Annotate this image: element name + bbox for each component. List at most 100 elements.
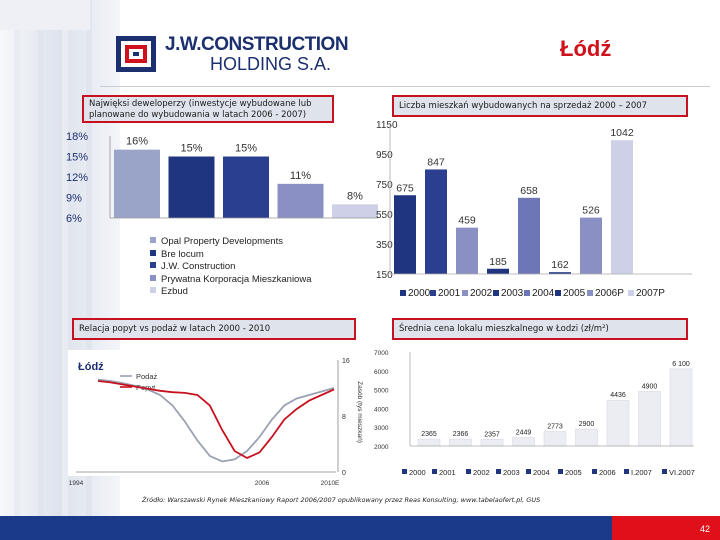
bar-2: [223, 156, 269, 218]
legend-swatch: [150, 274, 156, 281]
legend-label: VI.2007: [669, 468, 695, 477]
bar-0: [417, 438, 441, 447]
legend-label: 2007P: [636, 288, 665, 299]
section-title-units-built: Liczba mieszkań wybudowanych na sprzedaż…: [392, 95, 688, 117]
legend-label: 2005: [563, 288, 586, 299]
x-tick-label: 2006: [255, 480, 270, 487]
x-tick-label: 1994: [69, 480, 84, 487]
section-title-supply-demand: Relacja popyt vs podaż w latach 2000 - 2…: [72, 318, 356, 340]
y-tick-label: 8: [342, 414, 346, 421]
series-line-popyt: [97, 380, 335, 460]
bar-value-label: 185: [489, 256, 507, 268]
bar-6: [580, 217, 602, 274]
bar-value-label: 15%: [180, 143, 202, 155]
y-tick-label: 150: [376, 270, 393, 281]
legend-label: 2004: [532, 288, 555, 299]
legend-swatch: [462, 290, 468, 296]
bar-value-label: 2357: [484, 431, 500, 438]
legend-swatch: [400, 290, 406, 296]
source-note: Źródło: Warszawski Rynek Mieszkaniowy Ra…: [142, 496, 541, 504]
legend-item: Prywatna Korporacja Mieszkaniowa: [150, 274, 311, 285]
y-tick-label: 9%: [66, 193, 82, 205]
legend-swatch: [150, 249, 156, 256]
inner-title: Łódź: [78, 361, 104, 373]
y-tick-label: 2000: [374, 444, 389, 451]
bar-8: [669, 368, 693, 447]
legend-label: 2006P: [595, 288, 624, 299]
legend-swatch: [496, 469, 501, 474]
bar-4: [543, 431, 567, 447]
legend-swatch: [628, 290, 634, 296]
bar-2: [480, 438, 504, 447]
y-tick-label: 15%: [66, 152, 88, 164]
bar-value-label: 4436: [610, 392, 626, 399]
legend-label: Podaż: [136, 372, 158, 381]
legend-label: Ezbud: [161, 286, 188, 297]
bar-value-label: 162: [551, 259, 569, 271]
bar-value-label: 8%: [347, 190, 363, 202]
chart-avg-price: 7000 6000 5000 4000 3000 2000 2365 2366 2357 2449…: [374, 350, 695, 477]
y-tick-label: 7000: [374, 350, 389, 357]
bar-value-label: 526: [582, 205, 600, 217]
section-title-developers: Najwięksi deweloperzy (inwestycje wybudo…: [82, 95, 334, 123]
bar-0: [394, 195, 416, 274]
legend-label: J.W. Construction: [161, 261, 236, 272]
bar-5: [575, 428, 598, 447]
bar-3: [512, 437, 535, 447]
bar-value-label: 15%: [235, 143, 257, 155]
bar-value-label: 6 100: [672, 361, 690, 368]
legend-label: 2004: [533, 468, 550, 477]
bar-value-label: 658: [520, 185, 538, 197]
bar-value-label: 675: [396, 182, 414, 194]
legend-swatch: [402, 469, 407, 474]
legend-label: 2000: [408, 288, 431, 299]
legend-swatch: [493, 290, 499, 296]
legend-swatch: [526, 469, 531, 474]
legend-label: I.2007: [631, 468, 652, 477]
bar-value-label: 2449: [516, 430, 532, 437]
y-tick-label: 750: [376, 180, 393, 191]
legend-item: J.W. Construction: [150, 261, 235, 272]
brand-subname: HOLDING S.A.: [210, 54, 332, 74]
legend-swatch: [430, 290, 436, 296]
x-tick-label: 2010E: [321, 480, 340, 487]
legend-swatch: [662, 469, 667, 474]
bar-6: [606, 399, 630, 447]
legend-swatch: [466, 469, 471, 474]
plot-area: [68, 350, 370, 476]
legend-item: Opal Property Developments: [150, 236, 283, 247]
y-tick-label: 550: [376, 210, 393, 221]
legend-label: 2003: [503, 468, 520, 477]
bar-0: [114, 149, 160, 218]
legend-swatch: [524, 290, 530, 296]
y-tick-label: 3000: [374, 425, 389, 432]
y-tick-label: 0: [342, 470, 346, 477]
brand-name: J.W.CONSTRUCTION: [165, 34, 349, 55]
bar-value-label: 2900: [579, 421, 595, 428]
legend-label: 2005: [565, 468, 582, 477]
legend-swatch: [555, 290, 561, 296]
legend-swatch: [624, 469, 629, 474]
bar-value-label: 1042: [610, 127, 634, 139]
y-tick-label: 16: [342, 358, 350, 365]
legend-swatch: [558, 469, 563, 474]
y-tick-label: 5000: [374, 388, 389, 395]
company-logo: [116, 36, 156, 72]
y-tick-label: 950: [376, 150, 393, 161]
legend-swatch: [432, 469, 437, 474]
legend-label: 2001: [439, 468, 456, 477]
legend-label: Popyt: [136, 383, 156, 392]
legend-label: 2006: [599, 468, 616, 477]
chart-developers: 18% 15% 12% 9% 6% 16% 15% 15% 11% 8%: [66, 131, 378, 225]
bar-value-label: 16%: [126, 136, 148, 148]
y-tick-label: 1150: [376, 120, 398, 131]
bar-1: [449, 438, 472, 447]
legend-label: Prywatna Korporacja Mieszkaniowa: [161, 273, 312, 285]
bar-1: [425, 169, 447, 274]
page-title: Łódź: [560, 36, 612, 61]
y-tick-label: 6%: [66, 213, 82, 225]
bar-3: [487, 268, 509, 274]
legend-swatch: [592, 469, 597, 474]
footer-bar: [0, 516, 720, 540]
